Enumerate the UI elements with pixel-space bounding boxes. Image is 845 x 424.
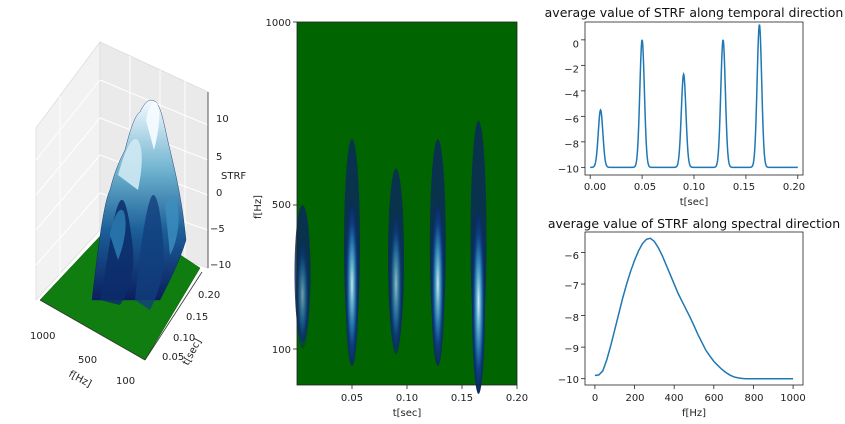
surface-peaks (91, 99, 187, 310)
heatmap-blob (345, 202, 359, 367)
spectral-x-axis-label: f[Hz] (682, 408, 706, 419)
spectral-series-line (594, 237, 794, 380)
temporal-y-tick-label: −2 (564, 65, 579, 76)
spectral-line-panel: average value of STRF along spectral dir… (548, 216, 840, 419)
heatmap-x-axis-label: t[sec] (393, 408, 422, 419)
temporal-x-tick-label: 0.15 (733, 182, 755, 193)
temporal-x-axis-label: t[sec] (680, 197, 709, 208)
temporal-axes-frame (584, 21, 804, 176)
x-tick-label: 1000 (30, 331, 55, 342)
heatmap-x-tick-label: 0.10 (396, 393, 418, 404)
y-tick-label: 0.20 (198, 290, 220, 301)
temporal-y-tick-labels: 0 −2 −4 −6 −8 −10 (558, 40, 579, 176)
y-tick-label: 0.15 (186, 312, 208, 323)
z-axis-label: STRF (221, 171, 246, 182)
spectral-y-tick-label: −7 (564, 281, 579, 292)
x-axis-label: f[Hz] (67, 369, 94, 390)
heatmap-x-tick-label: 0.20 (506, 393, 528, 404)
heatmap-panel: 0.05 0.10 0.15 0.20 100 500 1000 t[sec] … (253, 18, 528, 419)
spectral-y-tick-label: −10 (558, 375, 579, 386)
heatmap-y-tick-label: 500 (272, 200, 291, 211)
heatmap-x-tick-labels: 0.05 0.10 0.15 0.20 (341, 393, 528, 404)
heatmap-blob (431, 202, 445, 367)
temporal-ticks (581, 39, 799, 179)
spectral-x-tick-labels: 0 200 400 600 800 1000 (592, 393, 806, 404)
heatmap-blob (296, 241, 309, 349)
y-tick-label: 0.10 (173, 333, 195, 344)
spectral-y-tick-labels: −6 −7 −8 −9 −10 (558, 251, 579, 386)
spectral-x-tick-label: 0 (592, 393, 598, 404)
spectral-y-tick-label: −8 (564, 313, 579, 324)
heatmap-blobs (294, 120, 487, 394)
surface3d-panel: 10 5 0 −5 −10 STRF 0.05 0.10 0.15 0.20 t… (30, 40, 246, 390)
heatmap-blob (472, 210, 485, 394)
x-tick-labels: 1000 500 100 (30, 331, 135, 387)
temporal-y-tick-label: −10 (558, 165, 579, 176)
spectral-ticks (581, 252, 794, 389)
y-tick-label: 0.05 (162, 352, 184, 363)
y-tick-labels: 0.05 0.10 0.15 0.20 (162, 290, 220, 363)
z-tick-label: −10 (210, 260, 231, 271)
heatmap-y-tick-label: 100 (272, 345, 291, 356)
temporal-chart-title: average value of STRF along temporal dir… (545, 5, 844, 20)
spectral-x-tick-label: 1000 (780, 393, 805, 404)
heatmap-x-tick-label: 0.05 (341, 393, 363, 404)
temporal-x-tick-label: 0.00 (584, 182, 606, 193)
heatmap-x-tick-label: 0.15 (451, 393, 473, 404)
z-tick-labels: 10 5 0 −5 −10 (210, 114, 231, 271)
temporal-x-tick-labels: 0.00 0.05 0.10 0.15 0.20 (584, 182, 805, 193)
temporal-y-tick-label: −4 (564, 90, 579, 101)
heatmap-ticks (293, 21, 518, 389)
spectral-x-tick-label: 200 (625, 393, 644, 404)
x-tick-label: 100 (116, 376, 135, 387)
spectral-y-tick-label: −9 (564, 344, 579, 355)
temporal-x-tick-label: 0.20 (783, 182, 805, 193)
temporal-y-tick-label: −8 (564, 140, 579, 151)
temporal-x-tick-label: 0.10 (683, 182, 705, 193)
temporal-line-panel: average value of STRF along temporal dir… (545, 5, 844, 208)
spectral-x-tick-label: 800 (744, 393, 763, 404)
heatmap-y-tick-label: 1000 (266, 18, 291, 29)
spectral-x-tick-label: 600 (704, 393, 723, 404)
heatmap-blob (389, 213, 403, 355)
z-tick-label: 5 (216, 152, 222, 163)
z-tick-label: 0 (216, 188, 222, 199)
temporal-y-tick-label: 0 (573, 40, 579, 51)
heatmap-y-axis-label: f[Hz] (253, 195, 264, 219)
y-axis-edge (144, 271, 203, 361)
temporal-series-line (590, 24, 798, 169)
temporal-x-tick-label: 0.05 (634, 182, 656, 193)
x-axis-edge (39, 299, 146, 361)
spectral-chart-title: average value of STRF along spectral dir… (548, 216, 840, 231)
temporal-y-tick-label: −6 (564, 115, 579, 126)
heatmap-y-tick-labels: 100 500 1000 (266, 18, 291, 356)
spectral-x-tick-label: 400 (664, 393, 683, 404)
spectral-axes-frame (584, 231, 804, 386)
x-tick-label: 500 (78, 355, 97, 366)
z-tick-label: −5 (210, 224, 225, 235)
spectral-y-tick-label: −6 (564, 251, 579, 262)
z-tick-label: 10 (216, 114, 229, 125)
